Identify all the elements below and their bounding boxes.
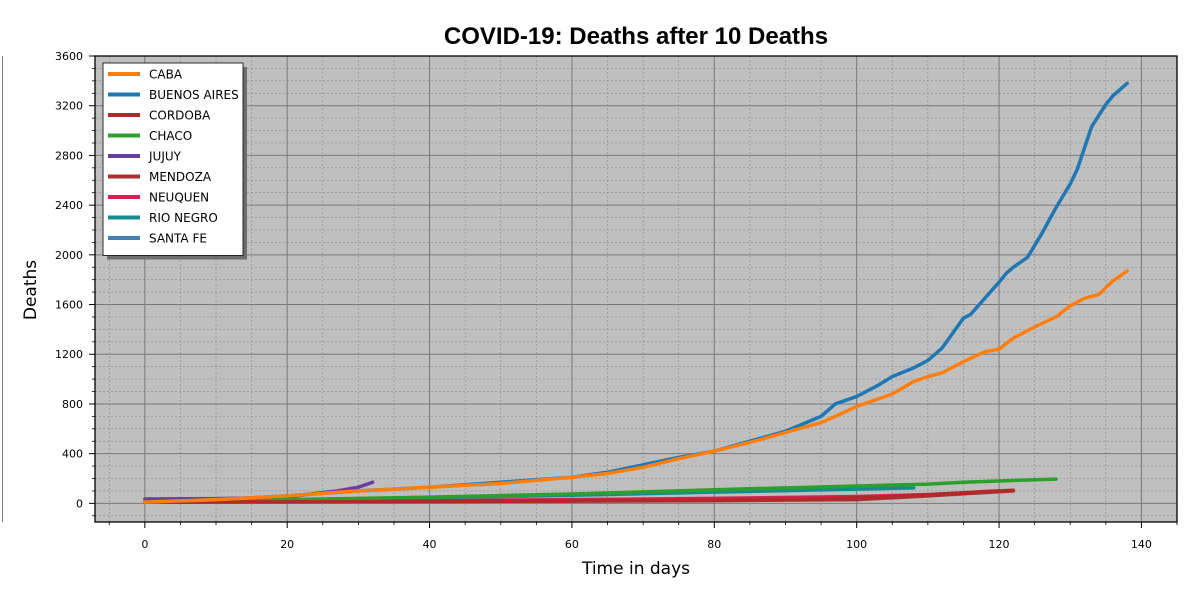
- x-tick-label: 140: [1131, 538, 1152, 551]
- y-tick-label: 3200: [55, 100, 83, 113]
- axis-ticks: 0 20 40 60 80 100 120 140 0 400 800 1200 1600 2000 240…: [55, 50, 1178, 551]
- x-tick-label: 20: [280, 538, 294, 551]
- legend-label: RIO NEGRO: [149, 211, 218, 225]
- legend-label: NEUQUEN: [149, 191, 209, 205]
- series-lines: [143, 81, 1129, 504]
- legend-box: [102, 62, 244, 256]
- y-tick-label: 1600: [55, 299, 83, 312]
- legend-label: CORDOBA: [149, 109, 211, 123]
- x-tick-label: 60: [565, 538, 579, 551]
- y-tick-label: 0: [76, 497, 83, 510]
- plot-area: [95, 56, 1177, 522]
- y-tick-label: 3600: [55, 50, 83, 63]
- y-tick-label: 2800: [55, 149, 83, 162]
- y-tick-label: 2000: [55, 249, 83, 262]
- x-tick-label: 0: [141, 538, 148, 551]
- plot-frame: [94, 55, 1178, 523]
- y-tick-label: 1200: [55, 348, 83, 361]
- y-tick-label: 2400: [55, 199, 83, 212]
- legend-label: BUENOS AIRES: [149, 88, 239, 102]
- x-tick-label: 120: [989, 538, 1010, 551]
- legend-label: MENDOZA: [149, 170, 212, 184]
- legend-label: CHACO: [149, 129, 192, 143]
- legend-label: SANTA FE: [149, 232, 207, 246]
- chart-title: COVID-19: Deaths after 10 Deaths: [444, 23, 828, 50]
- legend-label: JUJUY: [148, 150, 182, 164]
- y-tick-label: 400: [62, 448, 83, 461]
- legend-label: CABA: [149, 68, 183, 82]
- y-axis-label: Deaths: [21, 260, 41, 320]
- x-axis-label: Time in days: [581, 559, 690, 579]
- series-line-cordoba: [143, 488, 1016, 504]
- y-tick-label: 800: [62, 398, 83, 411]
- x-tick-label: 40: [423, 538, 437, 551]
- series-line-caba: [143, 269, 1129, 504]
- series-line-chaco: [143, 477, 1058, 504]
- x-tick-label: 80: [707, 538, 721, 551]
- legend: CABA BUENOS AIRES CORDOBA CHACO JUJUY MENDOZA…: [102, 62, 247, 260]
- x-tick-label: 100: [846, 538, 867, 551]
